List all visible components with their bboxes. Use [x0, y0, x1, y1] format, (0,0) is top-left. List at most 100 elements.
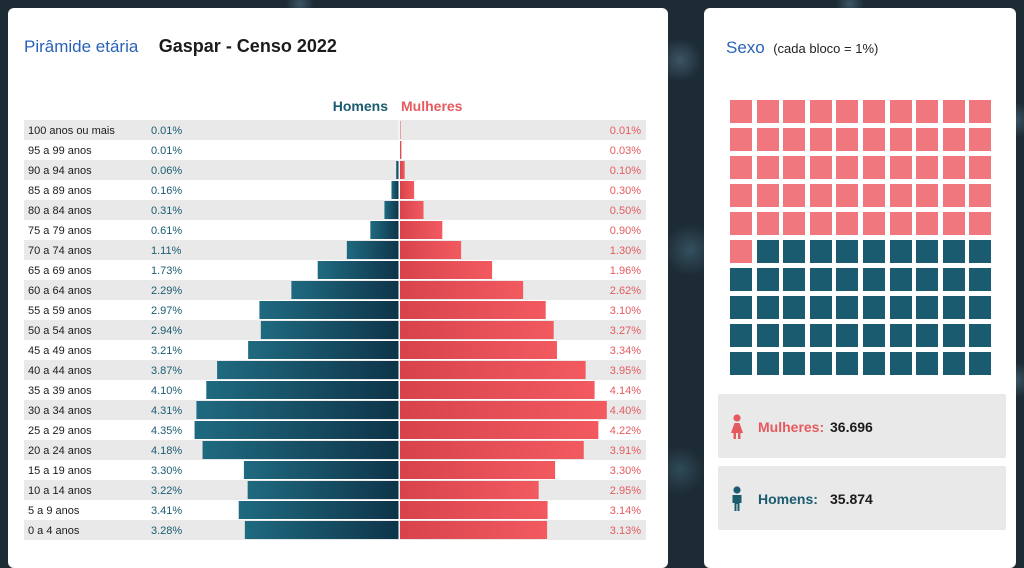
women-stat-value: 36.696: [830, 419, 873, 435]
women-percent-label: 4.14%: [610, 385, 641, 397]
waffle-block-women: [863, 100, 885, 123]
age-group-label: 20 a 24 anos: [28, 445, 92, 457]
women-percent-label: 3.95%: [610, 365, 641, 377]
men-percent-label: 4.10%: [151, 385, 182, 397]
waffle-block-women: [863, 128, 885, 151]
waffle-block-men: [757, 352, 779, 375]
men-percent-label: 4.31%: [151, 405, 182, 417]
waffle-block-men: [943, 352, 965, 375]
men-percent-label: 1.73%: [151, 265, 182, 277]
women-percent-label: 4.40%: [610, 405, 641, 417]
female-person-icon: [730, 414, 744, 440]
age-group-label: 65 a 69 anos: [28, 265, 92, 277]
bar-women: [400, 261, 492, 279]
waffle-block-men: [969, 240, 991, 263]
waffle-block-men: [783, 324, 805, 347]
waffle-block-men: [730, 268, 752, 291]
waffle-block-men: [969, 324, 991, 347]
bar-women: [400, 161, 405, 179]
women-percent-label: 1.96%: [610, 265, 641, 277]
waffle-block-men: [730, 296, 752, 319]
age-group-label: 40 a 44 anos: [28, 365, 92, 377]
bar-men: [318, 261, 399, 279]
men-percent-label: 2.94%: [151, 325, 182, 337]
age-group-label: 0 a 4 anos: [28, 525, 80, 537]
women-percent-label: 0.30%: [610, 185, 641, 197]
waffle-block-men: [863, 268, 885, 291]
age-group-label: 85 a 89 anos: [28, 185, 92, 197]
waffle-block-women: [969, 100, 991, 123]
age-group-label: 35 a 39 anos: [28, 385, 92, 397]
waffle-block-men: [943, 324, 965, 347]
waffle-block-men: [810, 268, 832, 291]
bar-men: [239, 501, 399, 519]
legend-men: Homens: [333, 98, 388, 114]
waffle-block-women: [890, 212, 912, 235]
women-percent-label: 2.62%: [610, 285, 641, 297]
waffle-block-women: [916, 184, 938, 207]
bar-women: [400, 221, 442, 239]
age-group-label: 55 a 59 anos: [28, 305, 92, 317]
waffle-block-men: [757, 296, 779, 319]
women-percent-label: 4.22%: [610, 425, 641, 437]
waffle-block-women: [836, 128, 858, 151]
men-percent-label: 3.22%: [151, 485, 182, 497]
men-percent-label: 3.30%: [151, 465, 182, 477]
waffle-block-women: [916, 212, 938, 235]
waffle-block-men: [730, 324, 752, 347]
men-percent-label: 1.11%: [151, 245, 182, 257]
waffle-block-women: [916, 128, 938, 151]
age-group-label: 95 a 99 anos: [28, 145, 92, 157]
waffle-block-women: [730, 184, 752, 207]
waffle-block-women: [757, 100, 779, 123]
bar-women: [400, 181, 414, 199]
women-percent-label: 1.30%: [610, 245, 641, 257]
waffle-block-men: [916, 268, 938, 291]
bar-men: [196, 401, 399, 419]
waffle-block-men: [916, 296, 938, 319]
bar-men: [347, 241, 399, 259]
waffle-block-men: [863, 240, 885, 263]
age-group-label: 100 anos ou mais: [28, 125, 115, 137]
men-percent-label: 0.01%: [151, 125, 182, 137]
waffle-block-men: [943, 240, 965, 263]
women-percent-label: 0.90%: [610, 225, 641, 237]
waffle-block-women: [943, 212, 965, 235]
waffle-block-women: [810, 156, 832, 179]
waffle-block-men: [969, 352, 991, 375]
waffle-block-men: [757, 268, 779, 291]
waffle-block-men: [783, 240, 805, 263]
waffle-block-women: [969, 184, 991, 207]
waffle-block-men: [810, 324, 832, 347]
waffle-block-women: [916, 100, 938, 123]
men-percent-label: 3.87%: [151, 365, 182, 377]
men-stat-label: Homens:: [758, 491, 818, 507]
men-percent-label: 0.06%: [151, 165, 182, 177]
sex-note: (cada bloco = 1%): [773, 41, 878, 56]
male-person-icon: [730, 486, 744, 512]
bar-men: [203, 441, 399, 459]
waffle-block-women: [890, 100, 912, 123]
bar-women: [400, 441, 584, 459]
waffle-block-women: [916, 156, 938, 179]
waffle-block-men: [863, 324, 885, 347]
bar-women: [400, 481, 539, 499]
bar-women: [400, 341, 557, 359]
waffle-block-women: [890, 128, 912, 151]
bar-men: [217, 361, 399, 379]
men-percent-label: 3.21%: [151, 345, 182, 357]
men-percent-label: 2.29%: [151, 285, 182, 297]
waffle-block-women: [810, 212, 832, 235]
waffle-block-women: [783, 156, 805, 179]
waffle-block-women: [783, 100, 805, 123]
waffle-block-women: [810, 128, 832, 151]
pyramid-subtitle: Gaspar - Censo 2022: [159, 36, 337, 56]
women-stat-label: Mulheres:: [758, 419, 824, 435]
women-percent-label: 2.95%: [610, 485, 641, 497]
waffle-block-women: [863, 184, 885, 207]
women-percent-label: 3.10%: [610, 305, 641, 317]
waffle-block-women: [969, 128, 991, 151]
waffle-block-men: [836, 240, 858, 263]
women-stat-box: Mulheres: 36.696: [718, 394, 1006, 458]
pyramid-header: Pirâmide etária Gaspar - Censo 2022: [24, 36, 337, 57]
